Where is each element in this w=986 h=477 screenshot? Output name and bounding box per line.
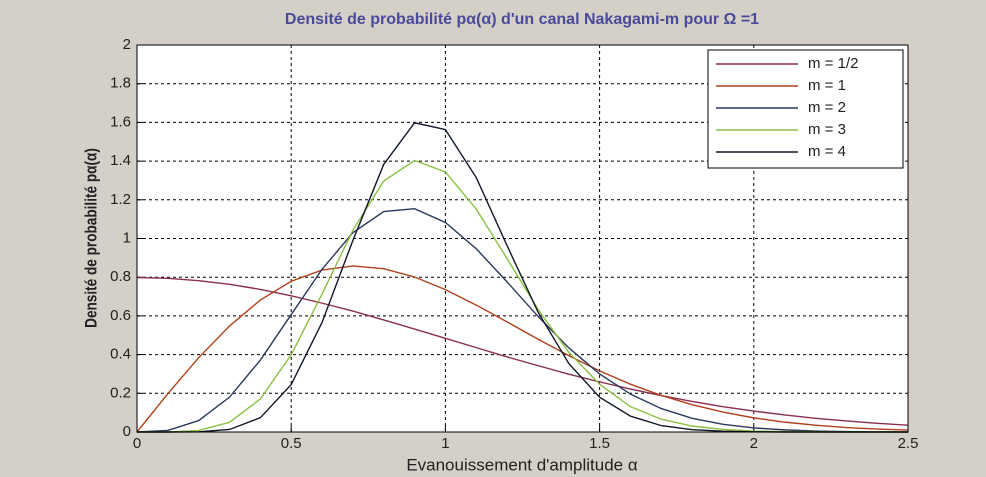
series-line [136, 265, 909, 433]
y-tick-label: 1.4 [110, 152, 131, 169]
legend-label: m = 3 [808, 121, 846, 138]
series-line [136, 207, 909, 433]
x-tick-label: 2 [750, 435, 758, 452]
y-tick-label: 0.2 [110, 384, 131, 401]
legend-label: m = 1 [808, 77, 846, 94]
x-tick-label: 0 [133, 435, 141, 452]
series-line [136, 276, 909, 426]
legend-box [707, 49, 904, 169]
y-tick-label: 1.6 [110, 113, 131, 130]
y-tick-label: 0.8 [110, 268, 131, 285]
y-tick-label: 0 [123, 423, 131, 440]
x-tick-label: 1 [441, 435, 449, 452]
x-axis-label: Evanouissement d'amplitude α [406, 455, 638, 474]
y-tick-label: 0.4 [110, 346, 131, 363]
plot-frame [136, 44, 909, 433]
y-axis-label: Densité de probabilité pα(α) [82, 148, 101, 328]
y-tick-label: 1.8 [110, 75, 131, 92]
legend-label: m = 1/2 [808, 55, 858, 72]
y-tick-label: 1.2 [110, 191, 131, 208]
x-tick-label: 0.5 [281, 435, 302, 452]
legend-label: m = 4 [808, 143, 846, 160]
legend-label: m = 2 [808, 99, 846, 116]
y-tick-label: 2 [123, 36, 131, 53]
x-tick-label: 1.5 [589, 435, 610, 452]
y-tick-label: 0.6 [110, 307, 131, 324]
y-tick-label: 1 [123, 229, 131, 246]
x-tick-label: 2.5 [898, 435, 919, 452]
chart-title: Densité de probabilité pα(α) d'un canal … [285, 11, 759, 28]
